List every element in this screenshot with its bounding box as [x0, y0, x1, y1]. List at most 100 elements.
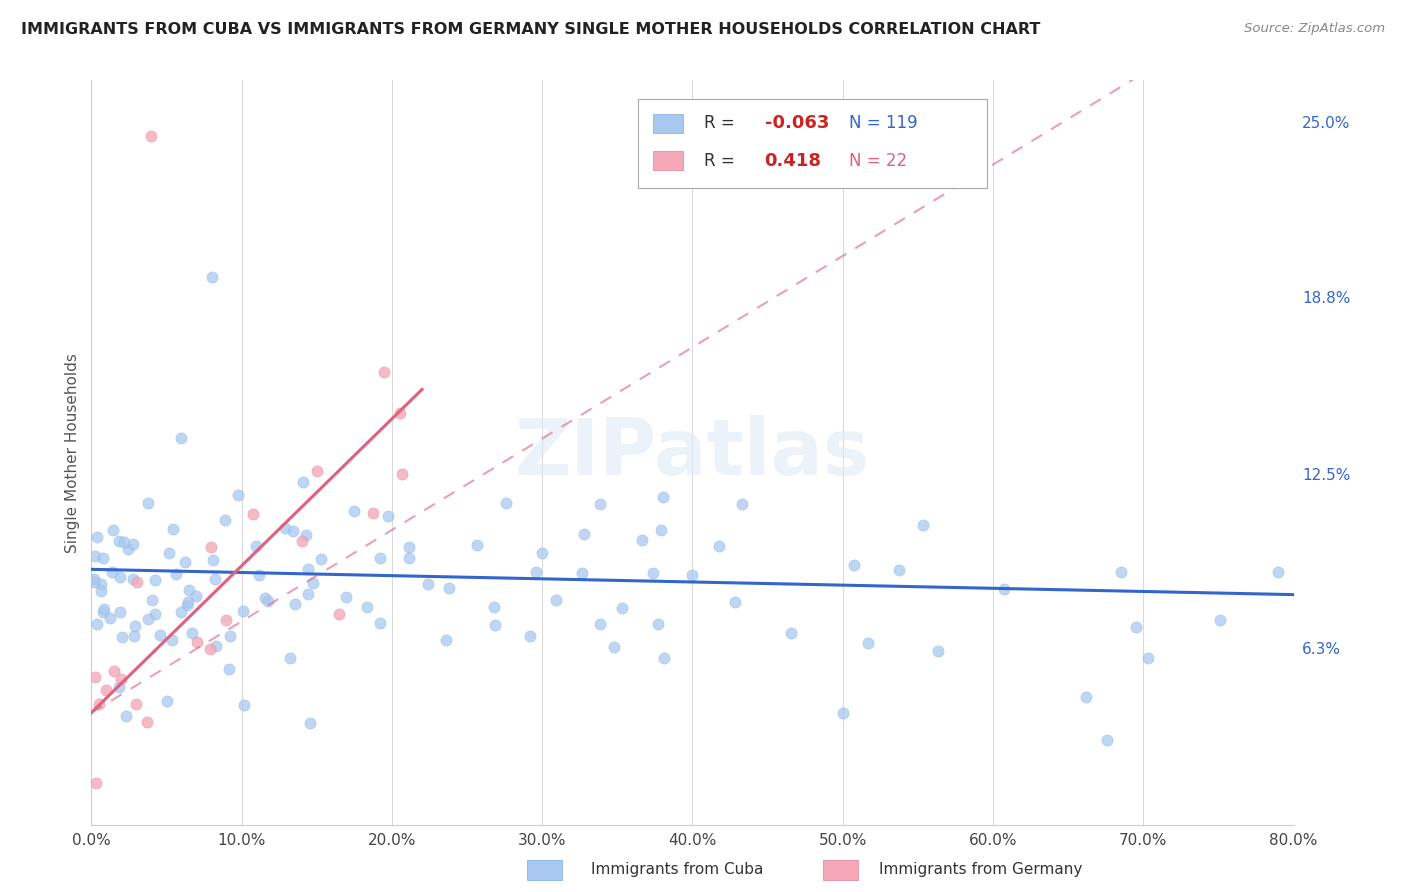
Point	[108, 605, 131, 619]
Point	[927, 644, 949, 658]
Point	[218, 662, 240, 676]
Point	[170, 431, 193, 445]
Point	[125, 698, 148, 712]
Point	[141, 593, 163, 607]
Point	[437, 581, 460, 595]
Point	[482, 599, 505, 614]
Point	[180, 625, 202, 640]
Text: R =: R =	[704, 152, 741, 169]
Point	[135, 715, 157, 730]
Point	[831, 706, 853, 720]
Point	[214, 513, 236, 527]
Point	[148, 627, 170, 641]
Point	[202, 553, 225, 567]
Point	[83, 572, 105, 586]
Point	[1137, 651, 1160, 665]
Point	[184, 589, 207, 603]
Text: N = 22: N = 22	[849, 152, 907, 169]
Point	[160, 633, 183, 648]
Point	[200, 642, 222, 657]
Point	[200, 540, 222, 554]
Point	[335, 590, 357, 604]
Point	[1125, 620, 1147, 634]
Point	[297, 562, 319, 576]
Point	[186, 635, 208, 649]
Point	[281, 524, 304, 538]
Text: Source: ZipAtlas.com: Source: ZipAtlas.com	[1244, 22, 1385, 36]
Y-axis label: Single Mother Households: Single Mother Households	[65, 352, 80, 553]
Point	[141, 129, 163, 144]
Point	[232, 698, 254, 712]
Point	[274, 521, 297, 535]
Point	[84, 549, 107, 564]
Point	[219, 629, 242, 643]
FancyBboxPatch shape	[652, 114, 683, 133]
Point	[86, 530, 108, 544]
Point	[1209, 613, 1232, 627]
Point	[652, 650, 675, 665]
Point	[103, 664, 125, 678]
Point	[297, 587, 319, 601]
Text: IMMIGRANTS FROM CUBA VS IMMIGRANTS FROM GERMANY SINGLE MOTHER HOUSEHOLDS CORRELA: IMMIGRANTS FROM CUBA VS IMMIGRANTS FROM …	[21, 22, 1040, 37]
Point	[465, 538, 488, 552]
Point	[103, 523, 125, 537]
Point	[343, 504, 366, 518]
Point	[115, 709, 138, 723]
Point	[242, 507, 264, 521]
Text: N = 119: N = 119	[849, 114, 917, 133]
Point	[1095, 733, 1118, 747]
Point	[631, 533, 654, 547]
Point	[124, 619, 146, 633]
Point	[368, 616, 391, 631]
Text: 0.418: 0.418	[765, 152, 821, 169]
Point	[484, 618, 506, 632]
Point	[388, 406, 411, 420]
Point	[589, 617, 612, 632]
Point	[177, 595, 200, 609]
Point	[91, 550, 114, 565]
Text: R =: R =	[704, 114, 741, 133]
Point	[122, 629, 145, 643]
Point	[162, 521, 184, 535]
Point	[368, 550, 391, 565]
Point	[226, 488, 249, 502]
Point	[298, 716, 321, 731]
Point	[356, 600, 378, 615]
Point	[524, 565, 547, 579]
Point	[519, 629, 541, 643]
Point	[647, 617, 669, 632]
Point	[681, 568, 703, 582]
Point	[90, 576, 112, 591]
Point	[652, 490, 675, 504]
Point	[170, 605, 193, 619]
Point	[434, 633, 457, 648]
Point	[204, 572, 226, 586]
Point	[309, 551, 332, 566]
Point	[117, 541, 139, 556]
Point	[107, 533, 129, 548]
Point	[108, 680, 131, 694]
Text: -0.063: -0.063	[765, 114, 830, 133]
Point	[887, 563, 910, 577]
Point	[278, 650, 301, 665]
Point	[724, 595, 747, 609]
Point	[780, 625, 803, 640]
Point	[858, 636, 880, 650]
Point	[110, 672, 132, 686]
Point	[98, 611, 121, 625]
Point	[302, 576, 325, 591]
Point	[86, 617, 108, 632]
Point	[143, 573, 166, 587]
Point	[83, 574, 105, 589]
Point	[284, 597, 307, 611]
Point	[174, 555, 197, 569]
Point	[87, 698, 110, 712]
Point	[122, 536, 145, 550]
Point	[391, 467, 413, 481]
Point	[101, 565, 124, 579]
Point	[572, 527, 595, 541]
Point	[398, 540, 420, 554]
Point	[328, 607, 350, 622]
Point	[373, 365, 395, 379]
Point	[612, 601, 634, 615]
